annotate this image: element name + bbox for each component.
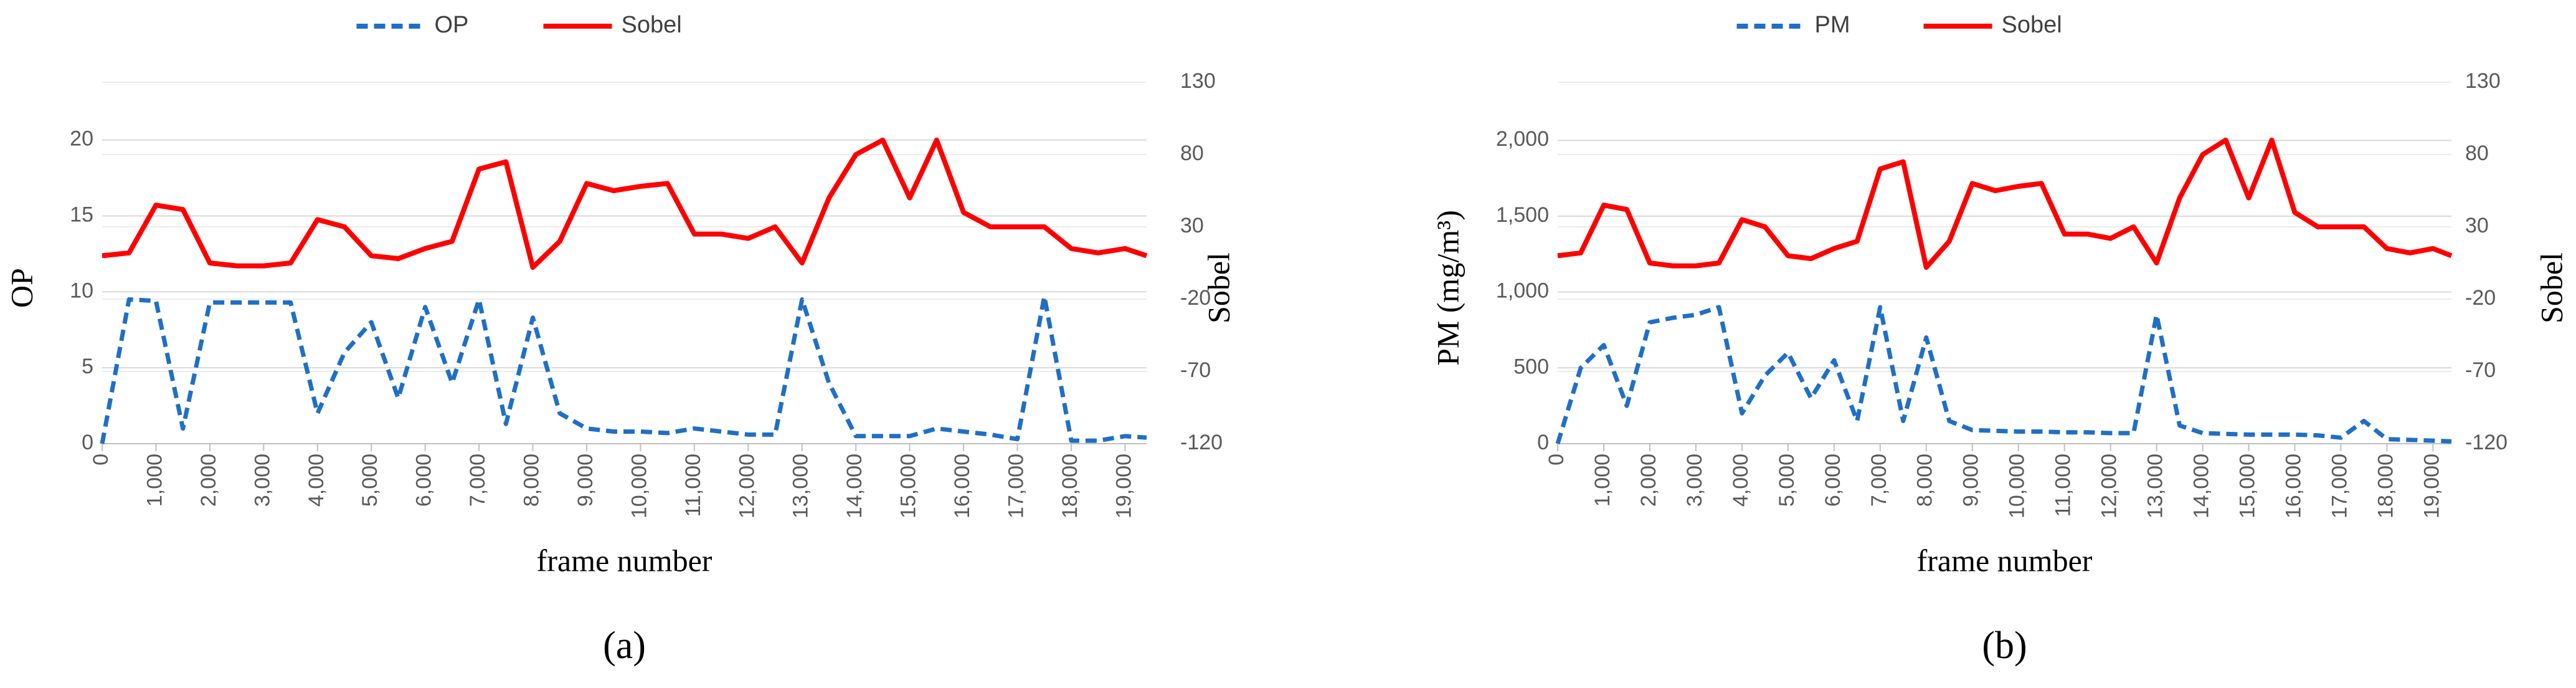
x-tick-label: 13,000 <box>2144 454 2167 518</box>
y-axis-label: OP <box>4 268 39 308</box>
y2-tick-label: -20 <box>1180 286 1211 310</box>
y2-tick-label: 130 <box>1180 69 1216 93</box>
x-tick-label: 12,000 <box>2098 454 2121 518</box>
x-axis-label: frame number <box>537 543 713 578</box>
x-tick-label: 17,000 <box>2327 454 2351 518</box>
caption: (b) <box>1982 624 2027 667</box>
x-tick-label: 1,000 <box>143 454 166 507</box>
y2-axis-label: Sobel <box>2534 252 2569 323</box>
y2-tick-label: -20 <box>2465 286 2496 310</box>
x-tick-label: 19,000 <box>1112 454 1135 518</box>
y-tick-label: 10 <box>70 279 93 302</box>
series-line <box>102 137 1148 270</box>
x-tick-label: 11,000 <box>681 454 705 517</box>
caption: (a) <box>603 624 646 667</box>
chart: 0 500 1,000 1,500 2,000 -120 -70 -20 30 80 130 0 1,0… <box>1430 12 2569 667</box>
y2-tick-label: 80 <box>2465 141 2489 165</box>
x-tick-label: 17,000 <box>1005 454 1028 518</box>
y-tick-label: 2,000 <box>1496 127 1549 151</box>
y2-tick-label: 80 <box>1180 141 1204 165</box>
x-tick-label: 18,000 <box>2374 454 2397 518</box>
series-line <box>100 294 1147 444</box>
legend-label: PM <box>1815 12 1850 38</box>
x-tick-label: 3,000 <box>250 454 274 507</box>
x-tick-label: 13,000 <box>789 454 813 518</box>
y2-tick-label: -120 <box>1180 431 1223 454</box>
x-tick-label: 16,000 <box>2281 454 2305 518</box>
x-tick-label: 2,000 <box>1637 454 1660 507</box>
y-tick-label: 0 <box>82 431 93 454</box>
chart: 0 5 10 15 20 -120 -70 -20 30 80 130 0 1,000 2,000 3,00… <box>4 12 1236 667</box>
y-tick-label: 500 <box>1513 355 1549 378</box>
y-tick-label: 1,500 <box>1496 203 1549 227</box>
x-tick-label: 15,000 <box>897 454 921 518</box>
x-tick-label: 0 <box>89 454 113 466</box>
x-tick-label: 14,000 <box>843 454 866 518</box>
x-tick-label: 4,000 <box>1729 454 1753 507</box>
x-tick-label: 15,000 <box>2236 454 2260 518</box>
series-line <box>1555 305 2452 445</box>
series-line <box>1557 137 2453 270</box>
x-tick-label: 11,000 <box>2052 454 2075 517</box>
x-tick-label: 6,000 <box>1821 454 1845 507</box>
legend-label: OP <box>435 12 469 38</box>
x-tick-label: 0 <box>1545 454 1568 466</box>
legend-label: Sobel <box>2002 12 2062 38</box>
x-tick-label: 2,000 <box>197 454 220 507</box>
y2-tick-label: -120 <box>2465 431 2507 454</box>
y2-axis-label: Sobel <box>1201 252 1236 323</box>
x-tick-label: 6,000 <box>412 454 436 507</box>
y2-tick-label: 130 <box>2465 69 2501 93</box>
x-tick-label: 5,000 <box>1775 454 1799 507</box>
x-tick-label: 8,000 <box>1913 454 1937 507</box>
x-tick-label: 5,000 <box>358 454 382 507</box>
y-tick-label: 1,000 <box>1496 279 1549 303</box>
x-tick-label: 3,000 <box>1683 454 1707 507</box>
x-tick-label: 18,000 <box>1058 454 1082 518</box>
x-tick-label: 8,000 <box>520 454 544 507</box>
x-tick-label: 7,000 <box>1867 454 1891 507</box>
x-tick-label: 9,000 <box>574 454 597 507</box>
x-tick-label: 19,000 <box>2420 454 2443 518</box>
x-tick-label: 7,000 <box>466 454 490 507</box>
y-tick-label: 20 <box>70 127 93 151</box>
x-tick-label: 12,000 <box>735 454 759 518</box>
y2-tick-label: -70 <box>2465 358 2496 382</box>
y2-tick-label: 30 <box>1180 214 1204 237</box>
y-tick-label: 5 <box>82 355 93 378</box>
x-axis-label: frame number <box>1917 543 2093 578</box>
legend-label: Sobel <box>622 12 682 38</box>
x-tick-label: 16,000 <box>950 454 974 518</box>
y-tick-label: 15 <box>70 203 93 226</box>
x-tick-label: 9,000 <box>1959 454 1983 507</box>
x-tick-label: 1,000 <box>1591 454 1614 507</box>
y2-tick-label: -70 <box>1180 358 1211 382</box>
x-tick-label: 14,000 <box>2190 454 2214 518</box>
y2-tick-label: 30 <box>2465 214 2489 237</box>
y-axis-label: PM (mg/m³) <box>1430 210 1465 366</box>
x-tick-label: 4,000 <box>305 454 328 507</box>
y-tick-label: 0 <box>1537 431 1549 454</box>
x-tick-label: 10,000 <box>2005 454 2029 518</box>
x-tick-label: 10,000 <box>627 454 651 518</box>
